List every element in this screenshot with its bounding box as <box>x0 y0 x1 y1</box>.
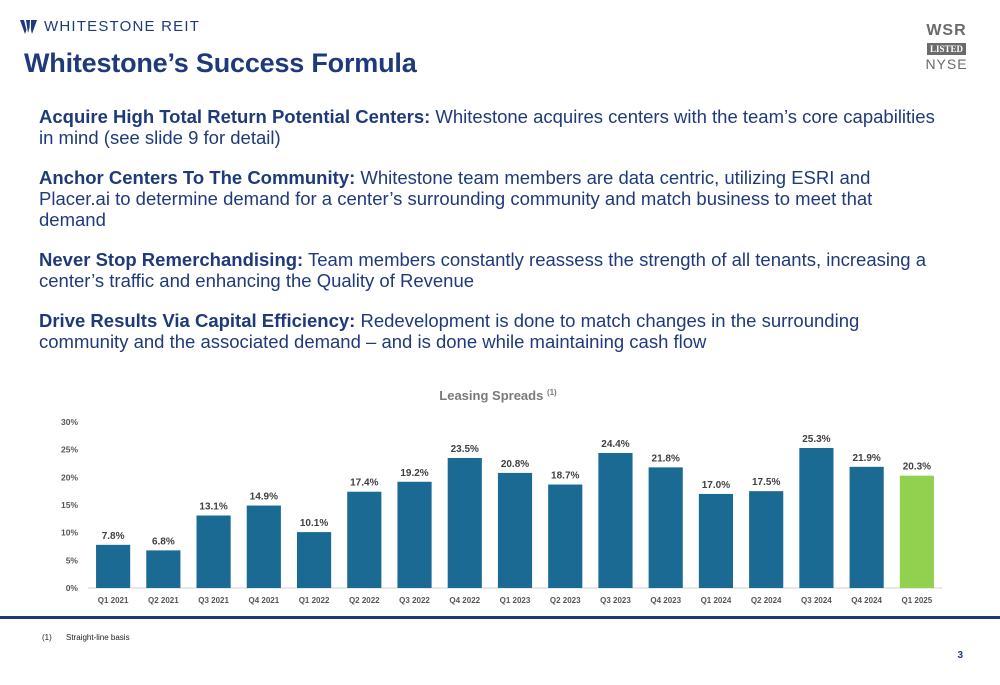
point-lead: Drive Results Via Capital Efficiency: <box>39 310 356 331</box>
bar <box>899 475 934 588</box>
x-tick-label: Q3 2023 <box>600 596 631 605</box>
x-tick-label: Q2 2024 <box>751 596 782 605</box>
x-tick-label: Q3 2021 <box>198 596 229 605</box>
formula-point: Drive Results Via Capital Efficiency: Re… <box>39 310 944 352</box>
y-tick-label: 0% <box>66 583 79 593</box>
bar-value-label: 21.8% <box>652 453 680 464</box>
y-tick-label: 25% <box>61 445 78 455</box>
bar-value-label: 17.0% <box>702 480 730 491</box>
bar <box>497 472 533 588</box>
bar-value-label: 20.8% <box>501 459 529 470</box>
x-tick-label: Q4 2021 <box>248 596 279 605</box>
bar <box>146 550 181 588</box>
bar <box>447 457 482 588</box>
success-formula-list: Acquire High Total Return Potential Cent… <box>39 106 944 371</box>
formula-point: Acquire High Total Return Potential Cent… <box>39 106 944 148</box>
bar-value-label: 19.2% <box>400 468 428 479</box>
bar-value-label: 17.4% <box>350 478 378 489</box>
bar <box>397 481 432 588</box>
x-tick-label: Q2 2021 <box>148 596 179 605</box>
whitestone-logo-icon <box>20 19 37 34</box>
x-tick-label: Q2 2023 <box>550 596 581 605</box>
bar-value-label: 10.1% <box>300 518 328 529</box>
bar <box>296 532 332 588</box>
point-text: Whitestone team members are data centric… <box>39 167 873 230</box>
x-tick-label: Q3 2022 <box>399 596 430 605</box>
y-tick-label: 20% <box>61 472 78 482</box>
x-tick-label: Q4 2024 <box>851 596 882 605</box>
bar <box>548 484 583 588</box>
point-text: Team members constantly reassess the str… <box>39 249 927 291</box>
bar-chart-svg: Leasing Spreads (1) 0% 5% 10% 15% 20% 25% 30% 7.… <box>61 388 942 605</box>
footnote-text: Straight-line basis <box>66 633 130 642</box>
point-lead: Anchor Centers To The Community: <box>39 167 356 188</box>
y-tick-label: 30% <box>61 417 78 427</box>
x-tick-label: Q4 2023 <box>650 596 681 605</box>
bar <box>196 515 231 588</box>
point-lead: Acquire High Total Return Potential Cent… <box>39 106 431 127</box>
bar-value-label: 25.3% <box>802 434 830 445</box>
y-tick-label: 5% <box>66 555 79 565</box>
bar <box>96 544 131 588</box>
y-tick-label: 15% <box>61 500 78 510</box>
bar-value-label: 7.8% <box>102 531 125 542</box>
bar-value-label: 23.5% <box>451 444 479 455</box>
chart-title-superscript: (1) <box>547 388 557 397</box>
x-tick-label: Q1 2021 <box>98 596 129 605</box>
listed-label: LISTED <box>926 43 967 55</box>
bar-value-label: 18.7% <box>551 471 579 482</box>
slide-title: Whitestone’s Success Formula <box>24 48 417 78</box>
formula-point: Never Stop Remerchandising: Team members… <box>39 249 944 291</box>
point-lead: Never Stop Remerchandising: <box>39 249 304 270</box>
chart-title: Leasing Spreads (1) <box>439 388 557 403</box>
company-logo: WHITESTONE REIT <box>20 18 200 35</box>
footer-divider <box>0 616 1000 619</box>
x-tick-label: Q1 2022 <box>299 596 330 605</box>
footnote: (1) Straight-line basis <box>42 633 130 642</box>
page-number: 3 <box>957 650 963 661</box>
x-tick-label: Q1 2024 <box>701 596 732 605</box>
bar <box>799 448 834 588</box>
bar-value-label: 17.5% <box>752 477 780 488</box>
bar <box>849 466 884 588</box>
footnote-number: (1) <box>42 633 52 642</box>
bar-value-label: 20.3% <box>903 462 931 473</box>
nyse-listing-badge: WSR LISTED NYSE <box>919 22 974 72</box>
x-tick-label: Q2 2022 <box>349 596 380 605</box>
x-tick-label: Q1 2025 <box>902 596 933 605</box>
y-tick-label: 10% <box>61 528 78 538</box>
bar <box>246 505 281 588</box>
bar-value-label: 13.1% <box>199 502 227 513</box>
bar <box>698 493 734 588</box>
point-text: Whitestone acquires centers with the tea… <box>39 106 935 148</box>
bar-value-label: 21.9% <box>852 453 880 464</box>
point-text: Redevelopment is done to match changes i… <box>39 310 860 352</box>
leasing-spreads-chart: Leasing Spreads (1) 0% 5% 10% 15% 20% 25% 30% 7.… <box>40 382 960 614</box>
x-tick-label: Q3 2024 <box>801 596 832 605</box>
x-tick-label: Q1 2023 <box>500 596 531 605</box>
bar-value-label: 14.9% <box>250 492 278 503</box>
bar <box>598 452 633 588</box>
bar-value-label: 24.4% <box>601 439 629 450</box>
x-tick-label: Q4 2022 <box>449 596 480 605</box>
bar <box>648 467 683 588</box>
exchange-label: NYSE <box>925 56 968 72</box>
company-name: WHITESTONE REIT <box>44 18 201 35</box>
bar-value-label: 6.8% <box>152 536 175 547</box>
bar <box>347 491 382 588</box>
ticker-symbol: WSR <box>926 22 967 39</box>
bar <box>749 491 784 588</box>
formula-point: Anchor Centers To The Community: Whitest… <box>39 167 944 230</box>
